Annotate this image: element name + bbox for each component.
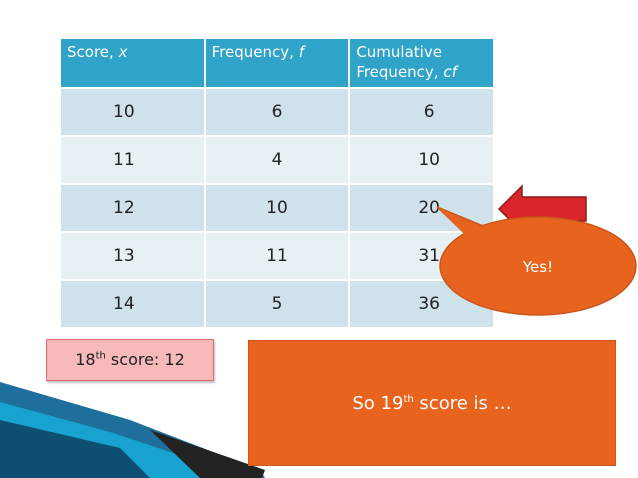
- cell-cumulative: 20: [348, 183, 495, 233]
- cell-score: 10: [59, 87, 206, 137]
- score-callout: 18th score: 12: [46, 339, 214, 381]
- answer-text: So 19th score is …: [352, 392, 512, 414]
- header-cumulative: Cumulative Frequency, cf: [348, 37, 495, 89]
- cell-frequency: 11: [203, 231, 351, 281]
- cell-score: 14: [59, 279, 206, 329]
- cell-frequency: 6: [203, 87, 351, 137]
- cell-frequency: 10: [203, 183, 351, 233]
- cell-cumulative: 6: [348, 87, 495, 137]
- cell-frequency: 4: [203, 135, 351, 185]
- cell-frequency: 5: [203, 279, 351, 329]
- cell-score: 11: [59, 135, 206, 185]
- table-row: 10 6 6: [59, 87, 495, 137]
- header-row: Score, x Frequency, f Cumulative Frequen…: [59, 37, 495, 89]
- answer-box: So 19th score is …: [248, 340, 616, 466]
- table-row: 11 4 10: [59, 135, 495, 185]
- table-row: 12 10 20: [59, 183, 495, 233]
- speech-bubble: [436, 206, 637, 316]
- header-frequency: Frequency, f: [203, 37, 351, 89]
- cell-score: 12: [59, 183, 206, 233]
- cell-score: 13: [59, 231, 206, 281]
- cell-cumulative: 10: [348, 135, 495, 185]
- header-score: Score, x: [59, 37, 206, 89]
- speech-bubble-text: Yes!: [522, 258, 554, 276]
